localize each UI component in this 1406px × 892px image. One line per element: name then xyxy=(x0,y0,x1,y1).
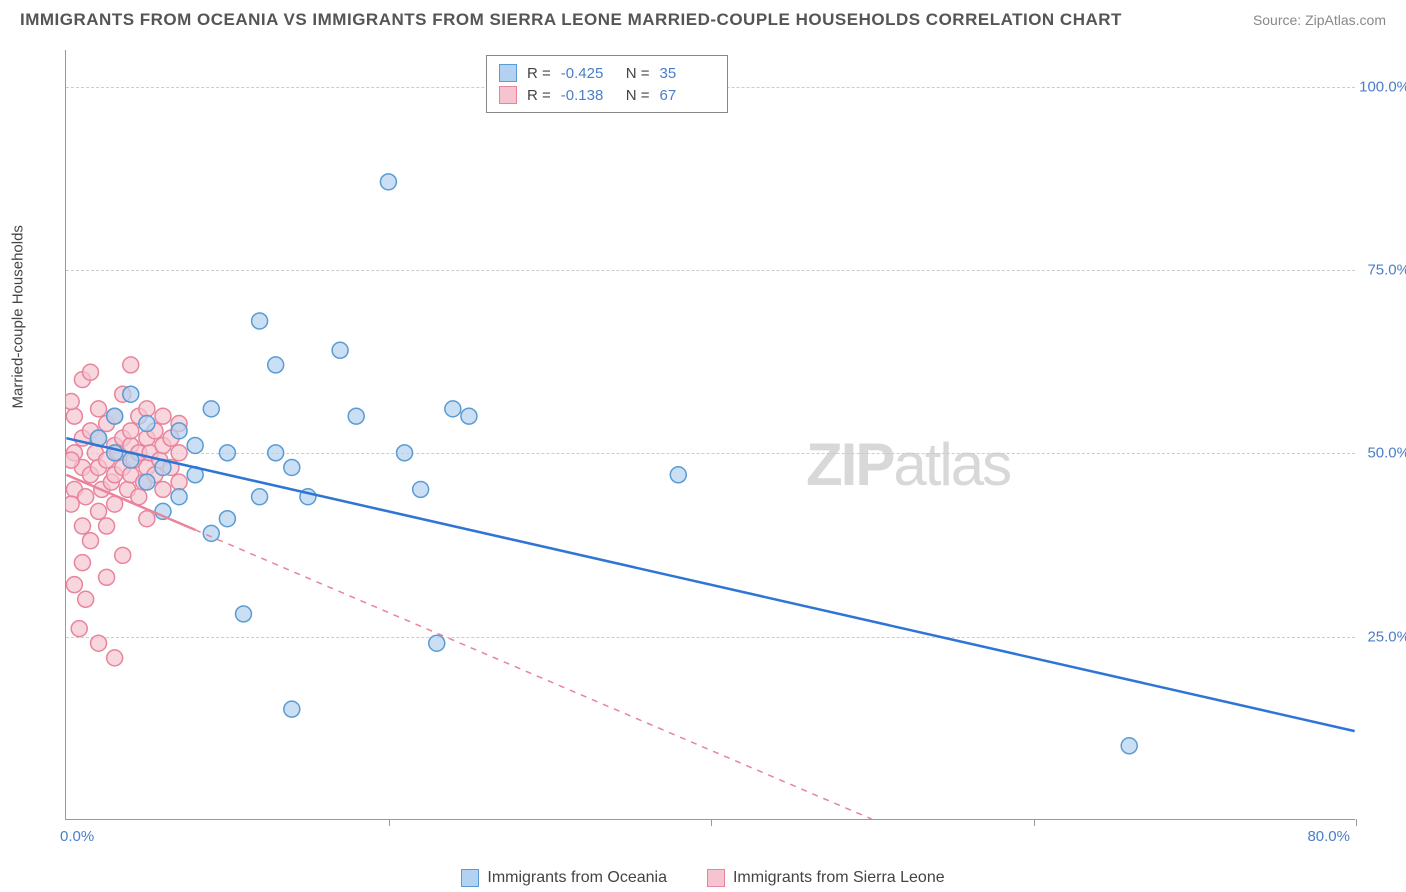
correlation-legend: R = -0.425 N = 35 R = -0.138 N = 67 xyxy=(486,55,728,113)
legend-label-sierra-leone: Immigrants from Sierra Leone xyxy=(733,869,945,887)
legend-swatch-sierra-leone xyxy=(499,86,517,104)
scatter-plot-svg xyxy=(66,50,1355,819)
legend-swatch-oceania xyxy=(499,64,517,82)
x-axis-min-label: 0.0% xyxy=(60,828,94,845)
n-label: N = xyxy=(626,87,650,104)
legend-row-sierra-leone: R = -0.138 N = 67 xyxy=(499,84,715,106)
legend-swatch-oceania-icon xyxy=(461,869,479,887)
legend-label-oceania: Immigrants from Oceania xyxy=(487,869,667,887)
r-value-sierra-leone: -0.138 xyxy=(561,87,616,104)
x-axis-max-label: 80.0% xyxy=(1307,828,1350,845)
y-axis-label: Married-couple Households xyxy=(10,225,27,408)
plot-area: R = -0.425 N = 35 R = -0.138 N = 67 ZIPa… xyxy=(65,50,1355,820)
legend-item-sierra-leone: Immigrants from Sierra Leone xyxy=(707,869,945,887)
series-legend: Immigrants from Oceania Immigrants from … xyxy=(0,869,1406,887)
legend-row-oceania: R = -0.425 N = 35 xyxy=(499,62,715,84)
chart-container: R = -0.425 N = 35 R = -0.138 N = 67 ZIPa… xyxy=(55,50,1390,820)
n-value-sierra-leone: 67 xyxy=(660,87,715,104)
r-label: R = xyxy=(527,65,551,82)
r-label: R = xyxy=(527,87,551,104)
n-value-oceania: 35 xyxy=(660,65,715,82)
r-value-oceania: -0.425 xyxy=(561,65,616,82)
legend-item-oceania: Immigrants from Oceania xyxy=(461,869,667,887)
legend-swatch-sierra-leone-icon xyxy=(707,869,725,887)
n-label: N = xyxy=(626,65,650,82)
chart-title: IMMIGRANTS FROM OCEANIA VS IMMIGRANTS FR… xyxy=(20,10,1122,30)
source-attribution: Source: ZipAtlas.com xyxy=(1253,12,1386,28)
